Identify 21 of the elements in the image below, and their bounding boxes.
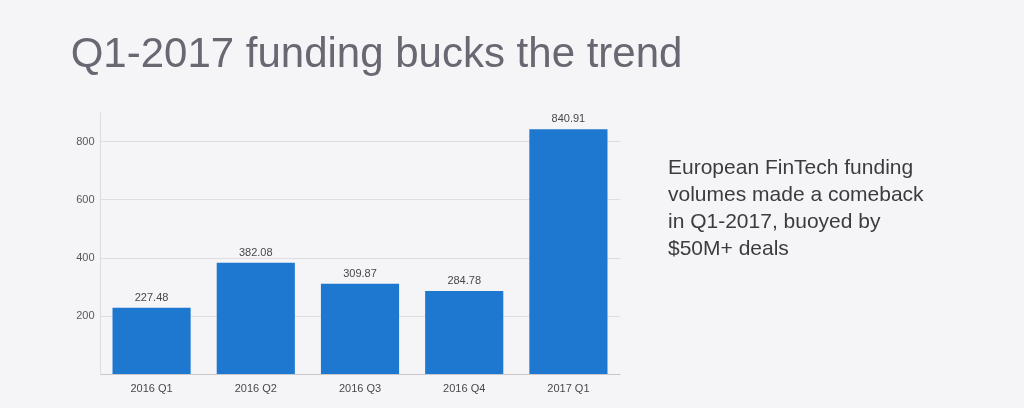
x-tick-label: 2016 Q2: [234, 381, 277, 394]
bar: [216, 262, 295, 374]
x-tick-label: 2017 Q1: [547, 381, 590, 394]
x-tick-label: 2016 Q3: [338, 381, 382, 394]
bar: [320, 283, 400, 374]
data-label: 284.78: [447, 274, 482, 287]
y-tick-label: 400: [76, 251, 95, 264]
data-label: 382.08: [238, 245, 273, 258]
bar: [425, 291, 504, 374]
chart-title: Q1-2017 funding bucks the trend: [70, 29, 683, 76]
data-label: 227.48: [134, 290, 169, 303]
y-tick-label: 600: [76, 192, 95, 205]
data-label: 840.91: [551, 112, 586, 125]
x-tick-label: 2016 Q4: [443, 381, 486, 394]
bar: [112, 307, 191, 374]
y-tick-label: 200: [76, 309, 95, 322]
bar: [529, 129, 608, 374]
data-label: 309.87: [343, 266, 377, 279]
x-tick-label: 2016 Q1: [130, 381, 173, 394]
text: European FinTech funding volumes made a comeback in Q1-2017, buoyed by $50M+ deals: [668, 154, 925, 261]
y-tick-label: 800: [76, 134, 95, 147]
